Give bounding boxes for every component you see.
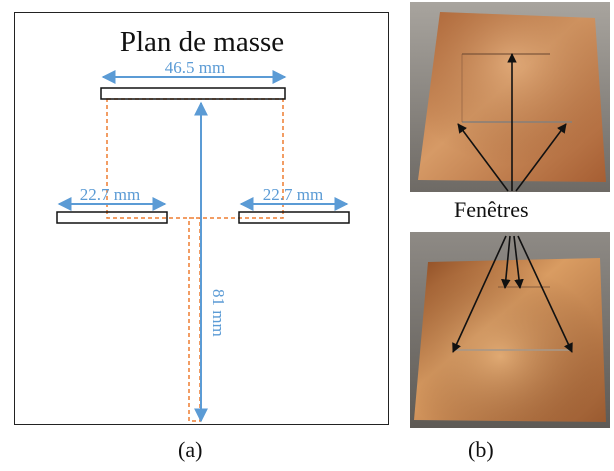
dim-label-vertical: 81 mm (209, 289, 228, 337)
panel-title: Plan de masse (120, 26, 284, 58)
ground-plane-svg: Plan de masse 46.5 mm 22.7 mm 22.7 mm 81… (56, 26, 350, 423)
photo-ground-plane-top (410, 2, 610, 192)
caption-b: (b) (468, 437, 494, 462)
dashed-ground-outline (106, 98, 284, 422)
ground-plane-drawing: Plan de masse 46.5 mm 22.7 mm 22.7 mm 81… (14, 12, 389, 425)
caption-a: (a) (178, 437, 203, 462)
dim-label-left: 22.7 mm (80, 185, 140, 204)
dim-label-right: 22.7 mm (263, 185, 323, 204)
photo-ground-plane-bottom (410, 232, 610, 428)
windows-label: Fenêtres (454, 197, 529, 222)
top-slot (100, 87, 286, 100)
left-slot (56, 211, 168, 224)
right-slot (238, 211, 350, 224)
dim-label-top: 46.5 mm (165, 58, 225, 77)
